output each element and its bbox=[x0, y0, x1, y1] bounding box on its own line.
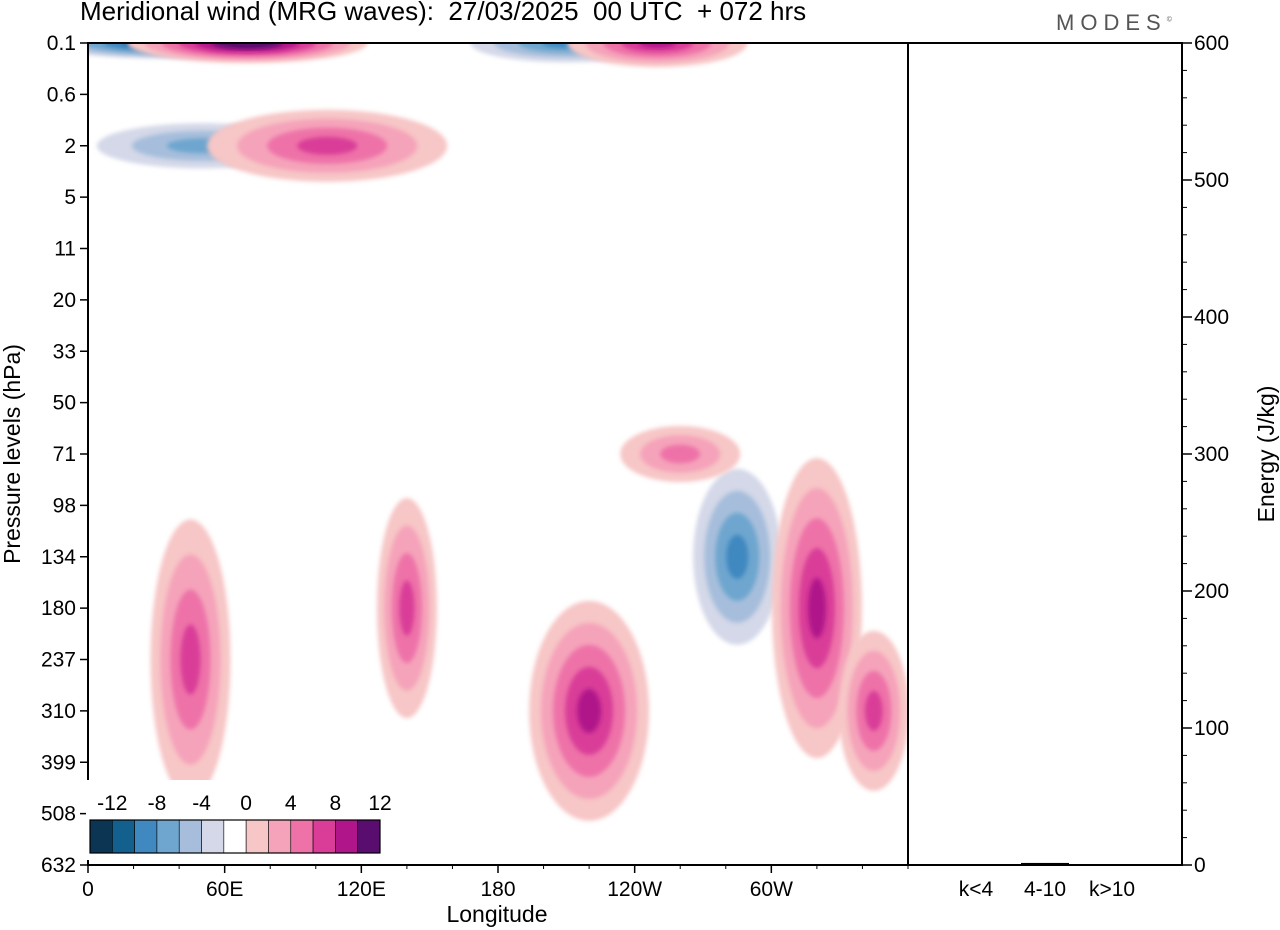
energy-category-label: k>10 bbox=[1089, 878, 1135, 901]
y-tick-label: 508 bbox=[41, 803, 76, 826]
y-tick-label: 180 bbox=[41, 597, 76, 620]
colorbar: -12 -8 -4 0 4 8 12 bbox=[86, 780, 392, 860]
x-tick-label: 120E bbox=[337, 878, 386, 901]
energy-tick-label: 500 bbox=[1194, 169, 1229, 192]
colorbar-label: 4 bbox=[285, 792, 297, 815]
energy-bar bbox=[1021, 862, 1069, 865]
colorbar-swatch bbox=[268, 819, 292, 854]
colorbar-label: -12 bbox=[97, 792, 127, 815]
colorbar-swatch bbox=[201, 819, 225, 854]
colorbar-swatch bbox=[156, 819, 180, 854]
x-axis: 0 60E 120E 180 120W 60W bbox=[82, 865, 909, 901]
energy-bars: k<4 4-10 k>10 bbox=[952, 862, 1136, 901]
contour-level bbox=[577, 688, 602, 733]
y-tick-label: 11 bbox=[54, 238, 76, 261]
colorbar-swatch bbox=[312, 819, 336, 854]
energy-tick-label: 300 bbox=[1194, 443, 1229, 466]
y-tick-label: 237 bbox=[41, 649, 76, 672]
colorbar-swatch bbox=[290, 819, 314, 854]
energy-bar bbox=[1088, 864, 1136, 866]
colorbar-swatch bbox=[335, 819, 358, 854]
energy-tick-label: 400 bbox=[1194, 306, 1229, 329]
colorbar-label: -4 bbox=[192, 792, 211, 815]
contour-field bbox=[88, 43, 908, 821]
x-tick-label: 180 bbox=[480, 878, 515, 901]
energy-tick-label: 0 bbox=[1194, 854, 1206, 877]
energy-tick-label: 100 bbox=[1194, 717, 1229, 740]
contour-level bbox=[660, 444, 701, 464]
contour-level bbox=[639, 43, 676, 48]
colorbar-label: 12 bbox=[368, 792, 391, 815]
x-tick-label: 60E bbox=[206, 878, 243, 901]
y-tick-label: 50 bbox=[53, 392, 76, 415]
energy-bar bbox=[952, 864, 1000, 866]
y-tick-label: 2 bbox=[64, 135, 76, 158]
y-tick-label: 5 bbox=[64, 186, 76, 209]
logo-text: MODES bbox=[1056, 10, 1167, 35]
energy-axis-label: Energy (J/kg) bbox=[1253, 386, 1279, 523]
colorbar-swatch bbox=[245, 819, 269, 854]
energy-category-label: 4-10 bbox=[1024, 878, 1066, 901]
colorbar-swatch bbox=[357, 819, 381, 854]
energy-tick-label: 600 bbox=[1194, 32, 1229, 55]
contour-level bbox=[399, 580, 415, 636]
colorbar-swatch bbox=[178, 819, 202, 854]
y-tick-label: 20 bbox=[53, 289, 76, 312]
y-tick-label: 310 bbox=[41, 700, 76, 723]
contour-level bbox=[726, 534, 749, 579]
colorbar-frame bbox=[89, 819, 381, 854]
y-tick-label: 71 bbox=[53, 443, 76, 466]
y-axis-right: 0 100 200 300 400 500 600 bbox=[1182, 32, 1229, 877]
contour-level bbox=[865, 690, 883, 731]
y-tick-label: 134 bbox=[41, 546, 76, 569]
x-tick-label: 0 bbox=[82, 878, 94, 901]
x-tick-label: 60W bbox=[750, 878, 793, 901]
contour-level bbox=[180, 624, 201, 695]
y-tick-label: 98 bbox=[53, 494, 76, 517]
y-tick-label: 399 bbox=[41, 751, 76, 774]
y-tick-label: 0.6 bbox=[47, 83, 76, 106]
chart-title: Meridional wind (MRG waves): 27/03/2025 … bbox=[80, 0, 807, 26]
x-tick-label: 120W bbox=[607, 878, 662, 901]
y-axis-left: 0.1 0.6 2 5 11 20 33 50 71 98 134 180 237 310 399 508 63… bbox=[41, 32, 88, 877]
energy-tick-label: 200 bbox=[1194, 580, 1229, 603]
y-tick-label: 632 bbox=[41, 854, 76, 877]
colorbar-swatch bbox=[223, 819, 247, 854]
energy-plot-frame bbox=[907, 42, 1183, 866]
colorbar-swatch bbox=[134, 819, 158, 854]
colorbar-swatch bbox=[89, 819, 113, 854]
y-tick-label: 33 bbox=[53, 340, 76, 363]
x-axis-label: Longitude bbox=[446, 901, 547, 927]
y-axis-label: Pressure levels (hPa) bbox=[0, 344, 25, 564]
contour-level bbox=[297, 136, 358, 155]
y-tick-label: 0.1 bbox=[47, 32, 76, 55]
modes-logo: MODES© bbox=[1056, 10, 1172, 36]
colorbar-label: -8 bbox=[148, 792, 167, 815]
energy-category-label: k<4 bbox=[959, 878, 994, 901]
colorbar-label: 0 bbox=[240, 792, 252, 815]
contour-level bbox=[807, 578, 826, 639]
colorbar-swatch bbox=[112, 819, 135, 854]
colorbar-label: 8 bbox=[330, 792, 342, 815]
logo-mark: © bbox=[1166, 16, 1172, 24]
